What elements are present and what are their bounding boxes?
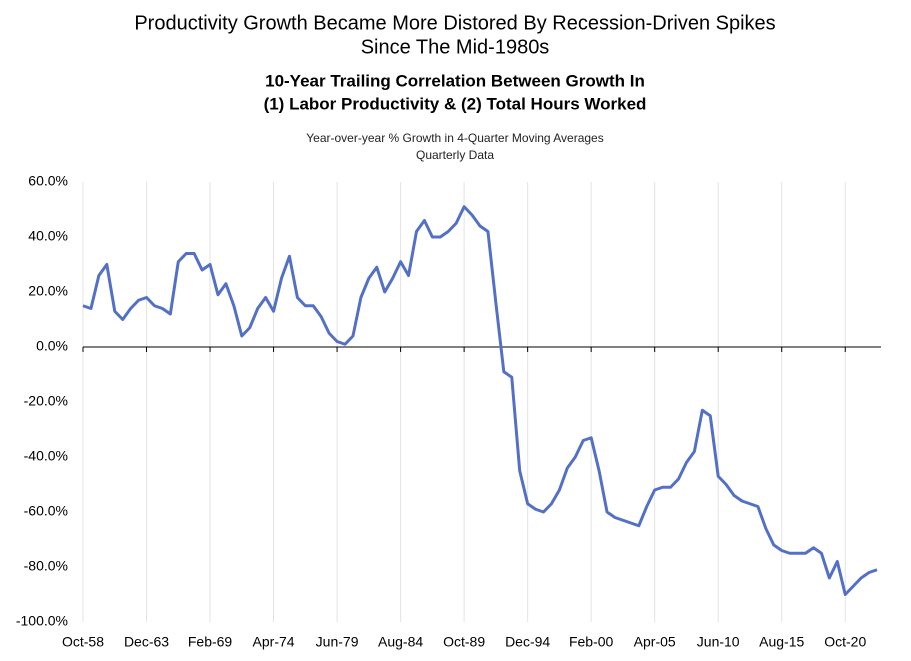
x-tick-label: Jun-79	[316, 634, 359, 650]
data-line	[82, 205, 878, 596]
chart-subtitle: (1) Labor Productivity & (2) Total Hours…	[264, 94, 647, 113]
x-tick-label: Oct-20	[824, 634, 866, 650]
y-tick-label: 20.0%	[28, 283, 68, 299]
x-tick-label: Oct-58	[62, 634, 104, 650]
chart-note: Quarterly Data	[416, 148, 494, 162]
x-tick-label: Dec-63	[124, 634, 169, 650]
y-tick-label: -80.0%	[24, 558, 68, 574]
y-tick-label: -20.0%	[24, 393, 68, 409]
y-tick-label: 0.0%	[36, 338, 68, 354]
y-tick-label: 60.0%	[28, 173, 68, 189]
x-tick-label: Aug-84	[378, 634, 423, 650]
x-tick-label: Apr-05	[634, 634, 676, 650]
y-tick-label: -40.0%	[24, 448, 68, 464]
y-tick-label: -60.0%	[24, 503, 68, 519]
x-tick-label: Apr-74	[253, 634, 295, 650]
y-tick-label: 40.0%	[28, 228, 68, 244]
x-tick-label: Aug-15	[759, 634, 804, 650]
chart-subtitle: 10-Year Trailing Correlation Between Gro…	[265, 71, 645, 90]
chart-title: Since The Mid-1980s	[361, 36, 550, 58]
x-tick-label: Feb-69	[188, 634, 233, 650]
x-tick-label: Jun-10	[697, 634, 740, 650]
y-tick-label: -100.0%	[16, 613, 68, 629]
x-tick-label: Oct-89	[443, 634, 485, 650]
chart-note: Year-over-year % Growth in 4-Quarter Mov…	[306, 131, 603, 145]
x-tick-label: Dec-94	[505, 634, 550, 650]
chart-title: Productivity Growth Became More Distored…	[134, 12, 775, 34]
x-tick-label: Feb-00	[569, 634, 614, 650]
